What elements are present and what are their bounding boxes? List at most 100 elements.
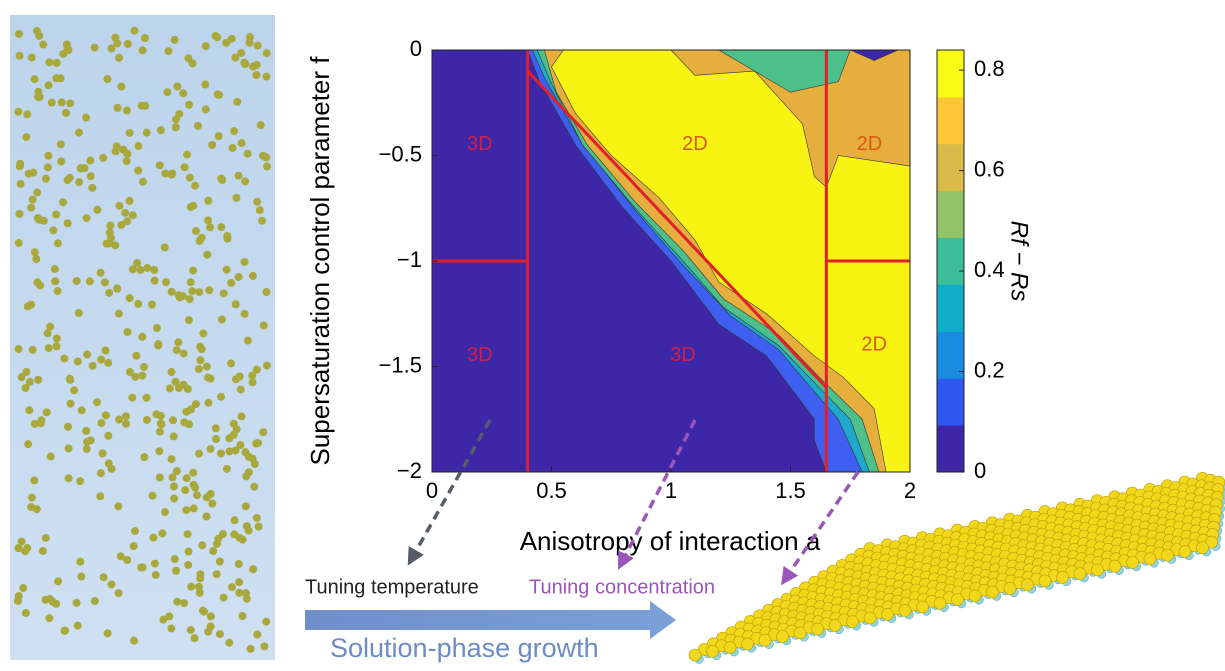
- particle: [184, 385, 192, 393]
- particle: [195, 288, 203, 296]
- particle: [97, 269, 105, 277]
- particle: [124, 40, 132, 48]
- particle: [199, 607, 207, 615]
- particle: [155, 447, 163, 455]
- particle: [156, 428, 164, 436]
- particle: [78, 406, 86, 414]
- particle: [82, 427, 90, 435]
- particle: [235, 373, 243, 381]
- particle: [263, 362, 271, 370]
- lattice-atom: [882, 608, 894, 620]
- particle: [54, 239, 62, 247]
- lattice-atom: [1004, 582, 1016, 594]
- particle: [117, 83, 125, 91]
- particle: [22, 609, 30, 617]
- lattice-atom: [1022, 579, 1034, 591]
- particle: [212, 32, 220, 40]
- particle: [51, 265, 59, 273]
- particle: [139, 178, 147, 186]
- particle: [255, 523, 263, 531]
- particle: [256, 206, 264, 214]
- particle: [52, 600, 60, 608]
- particle: [14, 108, 22, 116]
- particle: [18, 373, 26, 381]
- particle: [188, 287, 196, 295]
- colorbar-swatch: [937, 378, 964, 425]
- particle: [191, 182, 199, 190]
- particle: [29, 346, 37, 354]
- lattice-atom: [1179, 545, 1191, 557]
- particle: [126, 129, 134, 137]
- particle: [168, 368, 176, 376]
- particle: [134, 167, 142, 175]
- particle: [23, 110, 31, 118]
- particle: [249, 455, 257, 463]
- particle: [86, 277, 94, 285]
- particle: [202, 105, 210, 113]
- particle: [193, 491, 201, 499]
- particle: [51, 277, 59, 285]
- particle: [151, 560, 159, 568]
- particle: [162, 278, 170, 286]
- particle: [238, 612, 246, 620]
- particle: [105, 459, 113, 467]
- particle: [107, 44, 115, 52]
- lattice-atom: [1197, 542, 1209, 554]
- particle: [202, 42, 210, 50]
- particle: [89, 362, 97, 370]
- particle: [152, 410, 160, 418]
- lattice-atom: [829, 619, 841, 631]
- lattice-atom: [689, 649, 701, 661]
- lattice-atom: [777, 631, 789, 643]
- particle: [49, 226, 57, 234]
- particle: [151, 277, 159, 285]
- particle: [189, 469, 197, 477]
- particle: [209, 547, 217, 555]
- particle: [204, 628, 212, 636]
- particle: [149, 492, 157, 500]
- particle: [186, 295, 194, 303]
- particle: [126, 368, 134, 376]
- colorbar-tick-label: 0.8: [974, 56, 1005, 81]
- particle: [42, 175, 50, 183]
- particle: [115, 310, 123, 318]
- lattice-atom: [707, 645, 719, 657]
- colorbar-swatch: [937, 50, 964, 97]
- particle: [99, 154, 107, 162]
- particle: [130, 542, 138, 550]
- particle: [122, 420, 130, 428]
- particle: [249, 378, 257, 386]
- particle: [34, 376, 42, 384]
- particle: [143, 394, 151, 402]
- particle: [97, 356, 105, 364]
- particle: [112, 147, 120, 155]
- particle: [52, 211, 60, 219]
- particle: [48, 99, 56, 107]
- particle: [137, 564, 145, 572]
- particle: [143, 264, 151, 272]
- particle: [230, 127, 238, 135]
- lattice-atom: [952, 594, 964, 606]
- y-tick-label: −1.5: [379, 352, 422, 377]
- lattice-atom: [1109, 560, 1121, 572]
- particle: [204, 197, 212, 205]
- particle: [44, 163, 52, 171]
- particle: [235, 172, 243, 180]
- particle: [115, 54, 123, 62]
- particle: [123, 217, 131, 225]
- particle: [64, 176, 72, 184]
- particle: [190, 504, 198, 512]
- particle: [173, 598, 181, 606]
- particle: [60, 627, 68, 635]
- x-tick-label: 1: [665, 478, 677, 503]
- particle: [101, 278, 109, 286]
- particle: [198, 345, 206, 353]
- particle: [258, 217, 266, 225]
- particle: [117, 552, 125, 560]
- particle: [235, 578, 243, 586]
- particle: [218, 316, 226, 324]
- particle: [44, 152, 52, 160]
- particle: [172, 123, 180, 131]
- particle: [170, 495, 178, 503]
- colorbar-swatch: [937, 238, 964, 285]
